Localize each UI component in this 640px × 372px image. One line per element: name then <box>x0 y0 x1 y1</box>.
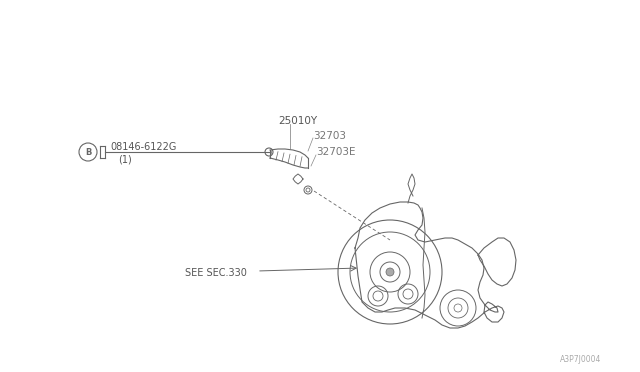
Text: A3P7J0004: A3P7J0004 <box>560 355 602 364</box>
Text: (1): (1) <box>118 154 132 164</box>
Circle shape <box>386 268 394 276</box>
Text: SEE SEC.330: SEE SEC.330 <box>185 268 247 278</box>
Text: B: B <box>85 148 91 157</box>
Text: 32703E: 32703E <box>316 147 355 157</box>
Text: 08146-6122G: 08146-6122G <box>110 142 177 152</box>
Text: 32703: 32703 <box>313 131 346 141</box>
Text: 25010Y: 25010Y <box>278 116 317 126</box>
